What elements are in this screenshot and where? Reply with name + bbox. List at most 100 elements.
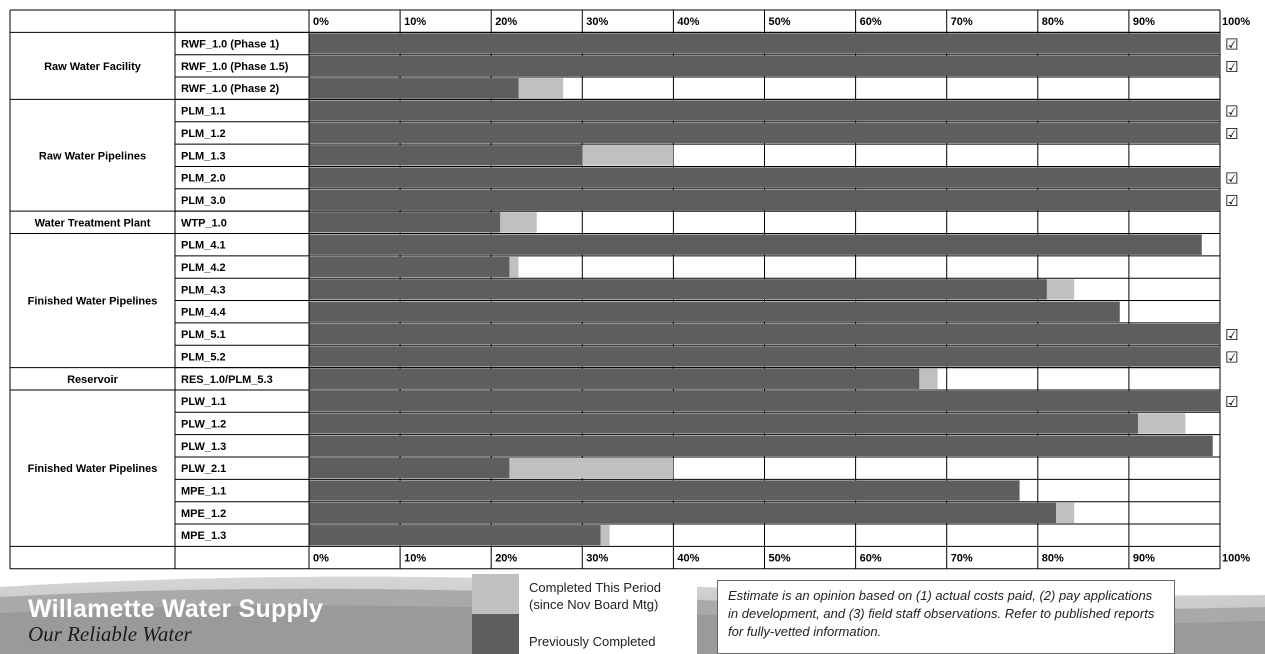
row-label: MPE_1.2 [181,508,226,520]
bar-previously-completed [309,78,519,99]
bar-previously-completed [309,189,1220,211]
row-label: PLM_4.2 [181,262,226,274]
bar-completed-this-period [509,458,674,479]
bar-completed-this-period [509,256,519,278]
x-tick-label: 100% [1222,553,1250,565]
row-label: PLM_4.3 [181,284,226,296]
bar-previously-completed [309,301,1120,322]
complete-check-icon: ☑ [1225,348,1238,366]
group-label: Raw Water Pipelines [39,150,146,162]
bar-completed-this-period [1056,502,1075,524]
row-label: PLW_1.3 [181,441,226,453]
x-tick-label: 60% [860,553,882,565]
row-label: RWF_1.0 (Phase 1) [181,39,280,51]
row-label: PLM_4.4 [181,307,227,319]
complete-check-icon: ☑ [1225,192,1238,210]
legend-swatch-current [472,574,519,614]
x-tick-label: 40% [677,16,699,28]
row-label: PLM_1.3 [181,150,226,162]
bar-previously-completed [309,234,1202,255]
row-label: PLM_5.1 [181,329,226,341]
legend-swatch-previous [472,614,519,654]
x-tick-label: 100% [1222,16,1250,28]
row-label: RES_1.0/PLM_5.3 [181,374,273,386]
x-tick-label: 70% [951,553,973,565]
x-tick-label: 90% [1133,553,1155,565]
bar-completed-this-period [919,368,938,389]
legend-label-current: Completed This Period (since Nov Board M… [529,579,661,613]
row-label: MPE_1.3 [181,530,226,542]
complete-check-icon: ☑ [1225,58,1238,76]
bar-previously-completed [309,525,601,546]
x-tick-label: 20% [495,553,517,565]
bar-previously-completed [309,256,510,278]
bar-completed-this-period [600,525,610,546]
bar-completed-this-period [1138,413,1186,434]
bar-previously-completed [309,346,1220,367]
row-label: WTP_1.0 [181,217,227,229]
row-label: MPE_1.1 [181,486,226,498]
brand-tagline: Our Reliable Water [28,622,192,646]
row-label: RWF_1.0 (Phase 2) [181,83,280,95]
x-tick-label: 30% [586,16,608,28]
complete-check-icon: ☑ [1225,326,1238,344]
bar-previously-completed [309,167,1220,188]
bar-layer [309,33,1220,546]
table-lines [9,9,1220,570]
complete-check-icon: ☑ [1225,103,1238,121]
bar-previously-completed [309,458,510,479]
bar-previously-completed [309,480,1020,501]
bar-previously-completed [309,413,1139,434]
bar-previously-completed [309,212,501,233]
x-tick-label: 60% [860,16,882,28]
x-tick-label: 0% [313,16,329,28]
bar-previously-completed [309,100,1220,121]
row-label: PLW_1.1 [181,396,226,408]
legend-current-line1: Completed This Period [529,580,661,595]
x-tick-label: 80% [1042,16,1064,28]
x-tick-label: 90% [1133,16,1155,28]
complete-check-icon: ☑ [1225,170,1238,188]
x-tick-label: 20% [495,16,517,28]
x-tick-label: 10% [404,553,426,565]
complete-check-icon: ☑ [1225,393,1238,411]
x-tick-label: 50% [769,16,791,28]
x-tick-label: 0% [313,553,329,565]
bar-previously-completed [309,502,1057,524]
disclaimer-note: Estimate is an opinion based on (1) actu… [717,580,1175,654]
row-label: PLW_2.1 [181,463,226,475]
bar-completed-this-period [1046,279,1075,300]
complete-check-icon: ☑ [1225,125,1238,143]
row-label: PLW_1.2 [181,418,226,430]
bar-previously-completed [309,145,583,166]
bar-previously-completed [309,33,1220,54]
brand-name: Willamette Water Supply [28,595,324,623]
group-label: Water Treatment Plant [35,217,151,229]
row-label: PLM_4.1 [181,240,226,252]
bar-completed-this-period [500,212,537,233]
legend-label-previous: Previously Completed [529,634,656,649]
bar-previously-completed [309,279,1047,300]
group-label: Reservoir [67,374,118,386]
x-tick-label: 70% [951,16,973,28]
x-tick-label: 40% [677,553,699,565]
bar-completed-this-period [582,145,674,166]
bar-previously-completed [309,323,1220,345]
row-label: PLM_1.1 [181,106,226,118]
row-label: PLM_3.0 [181,195,226,207]
bar-previously-completed [309,55,1220,77]
chart-legend: Completed This Period (since Nov Board M… [472,574,697,654]
x-tick-label: 80% [1042,553,1064,565]
group-label: Finished Water Pipelines [28,296,158,308]
x-tick-label: 10% [404,16,426,28]
legend-current-line2: (since Nov Board Mtg) [529,597,659,612]
complete-check-icon: ☑ [1225,36,1238,54]
bar-previously-completed [309,368,920,389]
bar-previously-completed [309,122,1220,144]
group-label: Raw Water Facility [44,61,142,73]
row-label: PLM_5.2 [181,351,226,363]
row-label: RWF_1.0 (Phase 1.5) [181,61,289,73]
brand-logo: Willamette Water Supply Our Reliable Wat… [28,595,324,646]
row-label: PLM_2.0 [181,173,226,185]
